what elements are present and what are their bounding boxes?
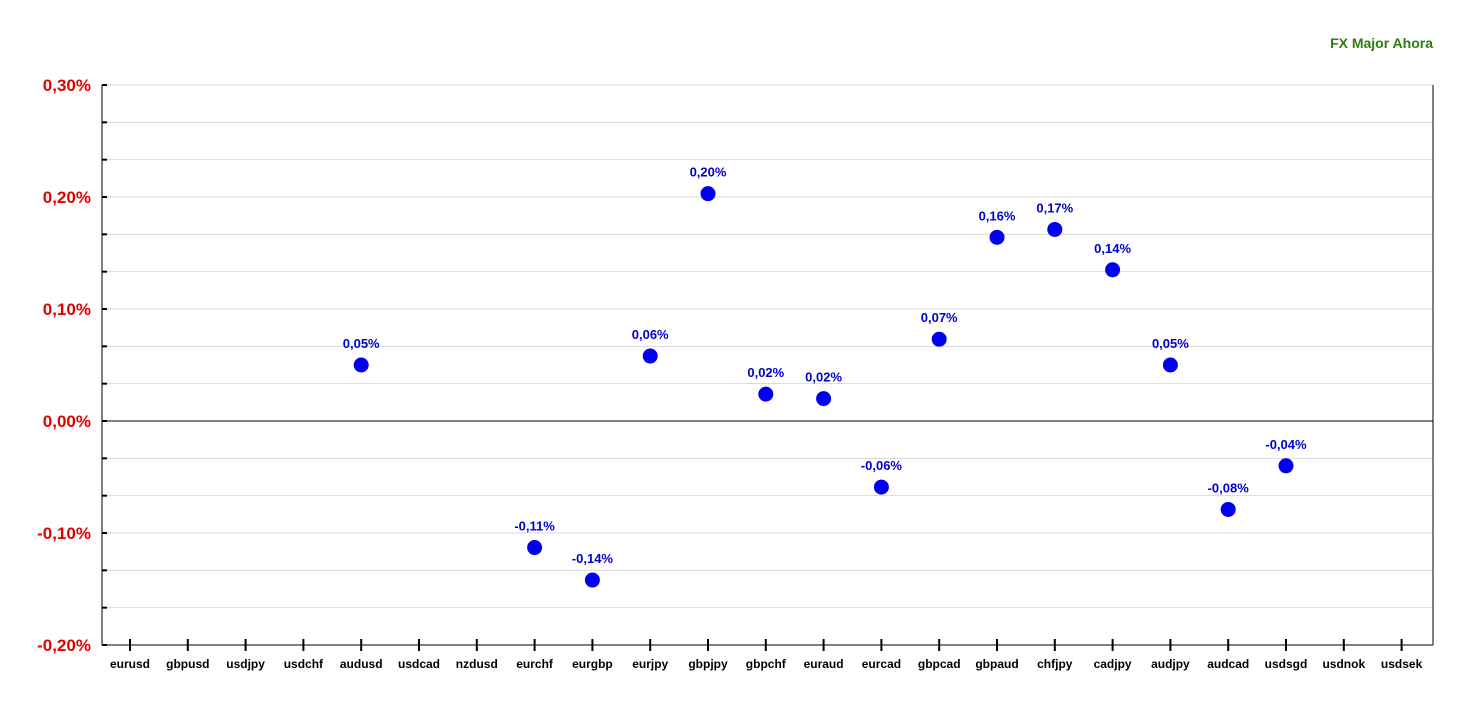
data-label-cadjpy: 0,14%	[1094, 241, 1131, 256]
data-point-gbpaud	[989, 229, 1005, 245]
x-tick-label: usdjpy	[226, 657, 265, 671]
x-tick-label: eurusd	[110, 657, 150, 671]
data-point-gbpcad	[931, 331, 947, 347]
data-label-eurjpy: 0,06%	[632, 327, 669, 342]
data-point-euraud	[816, 391, 832, 407]
data-label-gbpcad: 0,07%	[921, 310, 958, 325]
x-tick-label: euraud	[804, 657, 844, 671]
x-tick-label: eurcad	[862, 657, 901, 671]
data-label-chfjpy: 0,17%	[1036, 200, 1073, 215]
x-tick-label: eurjpy	[632, 657, 668, 671]
x-tick-label: gbpcad	[918, 657, 961, 671]
data-label-gbpjpy: 0,20%	[690, 165, 727, 180]
data-point-gbpchf	[758, 386, 774, 402]
x-tick-label: usdcad	[398, 657, 440, 671]
axes	[101, 84, 1434, 651]
data-label-gbpaud: 0,16%	[979, 208, 1016, 223]
data-label-usdsgd: -0,04%	[1265, 437, 1307, 452]
data-point-gbpjpy	[700, 186, 716, 202]
x-tick-label: audjpy	[1151, 657, 1190, 671]
data-label-eurchf: -0,11%	[514, 519, 555, 534]
x-tick-label: gbpjpy	[688, 657, 728, 671]
y-tick-label: -0,20%	[37, 636, 91, 655]
data-point-audusd	[353, 357, 369, 373]
data-label-audusd: 0,05%	[343, 336, 380, 351]
y-axis-tick-labels: 0,30% 0,20% 0,10% 0,00% -0,10% -0,20%	[37, 76, 91, 655]
y-tick-label: 0,20%	[43, 188, 91, 207]
data-point-cadjpy	[1105, 262, 1121, 278]
y-tick-label: 0,30%	[43, 76, 91, 95]
x-tick-label: chfjpy	[1037, 657, 1073, 671]
data-point-usdsgd	[1278, 458, 1294, 474]
x-tick-label: eurchf	[516, 657, 554, 671]
data-label-euraud: 0,02%	[805, 370, 842, 385]
data-label-eurgbp: -0,14%	[572, 551, 614, 566]
x-tick-label: gbpchf	[746, 657, 787, 671]
grid-lines	[102, 84, 1433, 646]
x-tick-label: usdsek	[1381, 657, 1423, 671]
data-label-audcad: -0,08%	[1208, 480, 1250, 495]
x-tick-label: gbpaud	[975, 657, 1018, 671]
chart-title: FX Major Ahora	[1330, 35, 1433, 51]
x-tick-label: audusd	[340, 657, 383, 671]
x-tick-label: audcad	[1207, 657, 1249, 671]
data-point-audjpy	[1162, 357, 1178, 373]
data-point-eurgbp	[584, 572, 600, 588]
data-point-eurchf	[527, 540, 543, 556]
x-tick-label: usdchf	[284, 657, 324, 671]
data-point-audcad	[1220, 501, 1236, 517]
y-tick-label: 0,10%	[43, 300, 91, 319]
data-labels: 0,05% -0,11% -0,14% 0,06% 0,20% 0,02% 0,02% -0,…	[343, 165, 1307, 566]
x-axis-tick-labels: eurusd gbpusd usdjpy usdchf audusd usdcad nzdu…	[110, 657, 1423, 671]
data-point-chfjpy	[1047, 221, 1063, 237]
x-tick-label: usdnok	[1322, 657, 1365, 671]
y-tick-label: -0,10%	[37, 524, 91, 543]
data-point-eurjpy	[642, 348, 658, 364]
data-label-audjpy: 0,05%	[1152, 336, 1189, 351]
data-points	[353, 186, 1294, 588]
data-point-eurcad	[873, 479, 889, 495]
x-tick-label: nzdusd	[456, 657, 498, 671]
x-tick-label: eurgbp	[572, 657, 613, 671]
x-tick-label: gbpusd	[166, 657, 209, 671]
y-tick-label: 0,00%	[43, 412, 91, 431]
x-tick-label: usdsgd	[1265, 657, 1308, 671]
data-label-eurcad: -0,06%	[861, 458, 903, 473]
x-tick-label: cadjpy	[1094, 657, 1132, 671]
data-label-gbpchf: 0,02%	[747, 365, 784, 380]
